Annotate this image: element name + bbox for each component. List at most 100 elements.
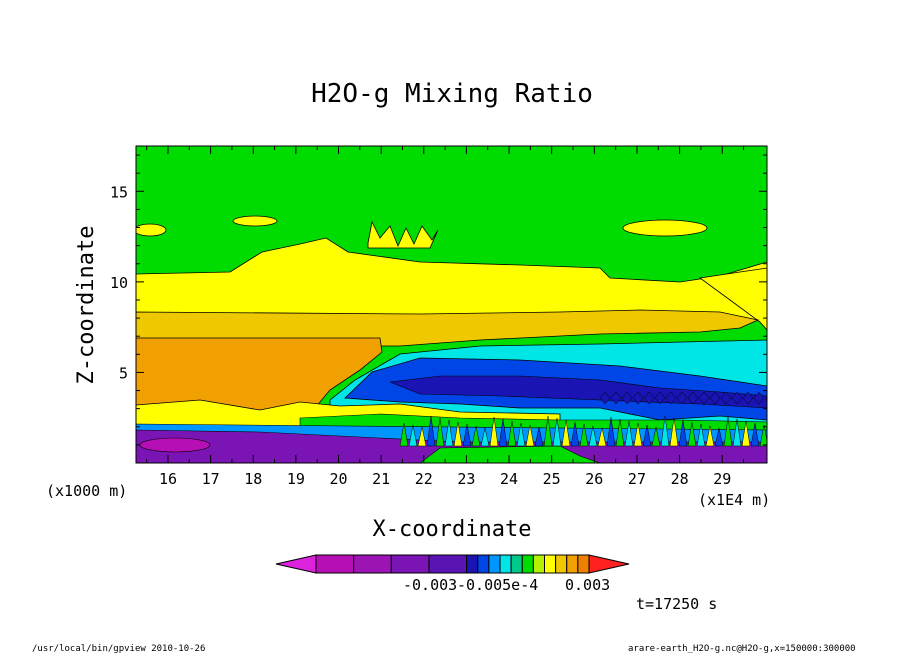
spike [498, 418, 508, 447]
time-label: t=17250 s [636, 595, 717, 613]
x-unit-right: (x1E4 m) [698, 491, 770, 509]
spike [534, 426, 544, 447]
spike [561, 419, 571, 447]
x-tick-label: 23 [457, 470, 475, 488]
spike [408, 424, 418, 447]
colorbar-swatch [428, 554, 468, 574]
spike [723, 416, 733, 447]
spike [507, 420, 517, 447]
spike [462, 423, 472, 447]
x-tick-label: 24 [500, 470, 518, 488]
spike [741, 420, 751, 447]
footer-left: /usr/local/bin/gpview 2010-10-26 [32, 644, 205, 654]
colorbar-swatch [390, 554, 430, 574]
diamond [687, 391, 699, 405]
x-tick-label: 16 [159, 470, 177, 488]
spike [750, 422, 760, 447]
spike [489, 416, 499, 447]
diamond [742, 391, 754, 405]
diamond [709, 391, 721, 405]
x-tick-label: 18 [244, 470, 262, 488]
x-tick-label: 28 [671, 470, 689, 488]
region-lower-layer [136, 309, 760, 347]
plot-area [136, 146, 767, 463]
spike [444, 419, 454, 447]
colorbar-label-2: -0.005e-4 [457, 576, 538, 594]
diamond [654, 391, 666, 405]
patch-upper-left [136, 223, 167, 237]
x-tick-label: 27 [628, 470, 646, 488]
spike [624, 420, 634, 447]
colorbar-swatch [353, 554, 392, 574]
spike [615, 418, 625, 447]
diamond [753, 391, 765, 405]
spike [426, 415, 436, 447]
colorbar-arrow-right [588, 554, 630, 574]
colorbar-label-1: -0.003 [403, 576, 457, 594]
spike [705, 425, 715, 447]
spike [525, 424, 535, 447]
diamond [698, 391, 710, 405]
diamond [676, 391, 688, 405]
x-axis-label: X-coordinate [373, 517, 532, 542]
spike [687, 421, 697, 447]
diamond [720, 391, 732, 405]
x-tick-label: 17 [202, 470, 220, 488]
spike [678, 419, 688, 447]
x-tick-label: 19 [287, 470, 305, 488]
spike [606, 416, 616, 447]
diamond [599, 391, 611, 405]
diamond [621, 391, 633, 405]
x-unit-left: (x1000 m) [46, 482, 127, 500]
patch-upper-right [622, 219, 708, 237]
colorbar-swatch [566, 554, 579, 574]
spike-field [399, 391, 767, 447]
spike [633, 422, 643, 447]
colorbar [275, 554, 630, 574]
x-tick-label: 21 [372, 470, 390, 488]
spike [552, 417, 562, 447]
colorbar-swatch [466, 554, 479, 574]
chart-title: H2O-g Mixing Ratio [311, 79, 593, 109]
x-tick-label: 25 [543, 470, 561, 488]
region-mid-level-right [698, 267, 767, 331]
spike [660, 415, 670, 447]
colorbar-swatch [477, 554, 490, 574]
spike [642, 424, 652, 447]
colorbar-swatch [315, 554, 355, 574]
patch-upper-mid [232, 215, 278, 227]
y-tick-label: 15 [110, 183, 128, 201]
x-tick-label: 29 [713, 470, 731, 488]
x-tick-label: 22 [415, 470, 433, 488]
colorbar-swatch [543, 554, 557, 574]
colorbar-swatch [499, 554, 512, 574]
spike [417, 426, 427, 447]
x-tick-label: 20 [329, 470, 347, 488]
spike [453, 421, 463, 447]
colorbar-swatch [488, 554, 501, 574]
x-axis-ticks: 16 17 18 19 20 21 22 23 24 25 26 27 28 29 [146, 146, 745, 488]
colorbar-swatch [510, 554, 523, 574]
colorbar-swatch [532, 554, 545, 574]
spike [471, 425, 481, 447]
diamond [731, 391, 743, 405]
diamond [643, 391, 655, 405]
colorbar-swatch [521, 554, 534, 574]
patch-upper-spikes [367, 220, 439, 249]
colorbar-swatch [555, 554, 568, 574]
spike [516, 422, 526, 447]
y-axis-label: Z-coordinate [74, 226, 99, 385]
spike [597, 427, 607, 447]
spike [570, 421, 580, 447]
spike [588, 425, 598, 447]
spike [759, 424, 767, 447]
diamond [665, 391, 677, 405]
spike [714, 427, 724, 447]
footer-right: arare-earth_H2O-g.nc@H2O-g,x=150000:3000… [628, 644, 856, 654]
y-tick-label: 10 [110, 274, 128, 292]
spike [543, 415, 553, 447]
y-axis-ticks: 5 10 15 [110, 154, 767, 446]
colorbar-swatch [577, 554, 590, 574]
spike [669, 417, 679, 447]
